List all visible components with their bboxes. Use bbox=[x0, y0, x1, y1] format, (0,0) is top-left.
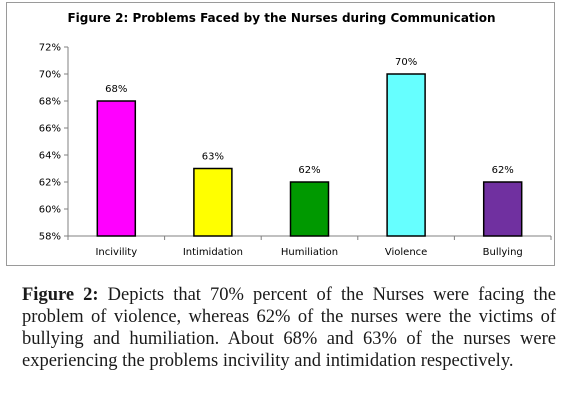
caption-text: Depicts that 70% percent of the Nurses w… bbox=[22, 285, 556, 371]
chart-frame: Figure 2: Problems Faced by the Nurses d… bbox=[6, 2, 555, 266]
figure-caption: Figure 2: Depicts that 70% percent of th… bbox=[22, 284, 556, 372]
data-label: 68% bbox=[105, 84, 127, 95]
bar-incivility bbox=[96, 100, 137, 237]
y-tick-label: 58% bbox=[39, 232, 61, 243]
x-tick-label: Humiliation bbox=[281, 247, 338, 258]
data-label: 62% bbox=[492, 165, 514, 176]
y-tick-label: 64% bbox=[39, 151, 61, 162]
data-label: 63% bbox=[202, 152, 224, 163]
x-tick-label: Bullying bbox=[483, 247, 523, 258]
y-tick-label: 60% bbox=[39, 205, 61, 216]
x-tick-label: Intimidation bbox=[183, 247, 243, 258]
y-tick-label: 72% bbox=[39, 43, 61, 54]
y-tick-label: 70% bbox=[39, 70, 61, 81]
bar-humiliation bbox=[289, 181, 330, 237]
x-tick-label: Violence bbox=[385, 247, 427, 258]
bar-bullying bbox=[482, 181, 523, 237]
bar-violence bbox=[386, 73, 426, 237]
bar-intimidation bbox=[193, 167, 233, 237]
y-tick-label: 62% bbox=[39, 178, 61, 189]
y-tick-label: 68% bbox=[39, 97, 61, 108]
data-label: 62% bbox=[298, 165, 320, 176]
x-tick-label: Incivility bbox=[95, 247, 137, 258]
caption-label: Figure 2: bbox=[22, 285, 99, 305]
data-label: 70% bbox=[395, 57, 417, 68]
chart-title: Figure 2: Problems Faced by the Nurses d… bbox=[67, 11, 496, 25]
bar-chart: 58% 60% 62% 64% 66% 68% 70% 72% 68% Incivility 63%… bbox=[39, 43, 552, 258]
y-tick-label: 66% bbox=[39, 124, 61, 135]
